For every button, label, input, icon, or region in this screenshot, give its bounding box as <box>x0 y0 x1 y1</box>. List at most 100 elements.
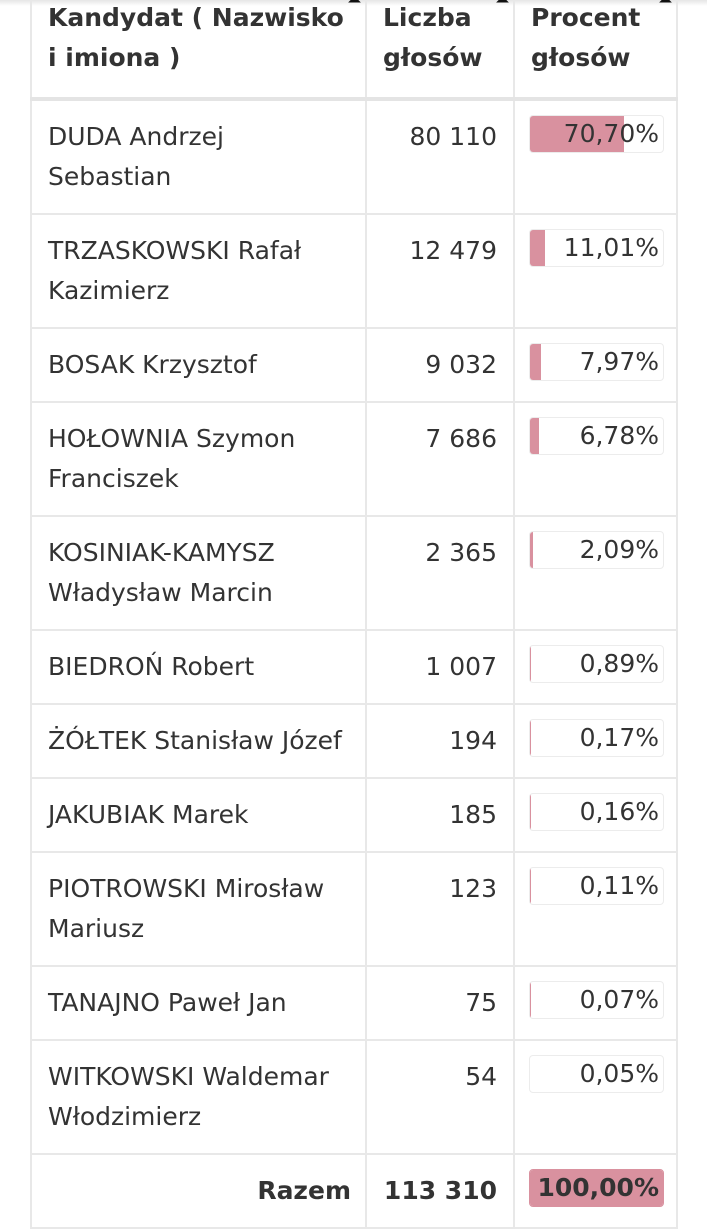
percent-value: 0,05% <box>580 1055 659 1093</box>
header-percent[interactable]: Procent głosów <box>514 0 677 99</box>
votes-cell: 1 007 <box>366 630 514 704</box>
votes-cell: 185 <box>366 778 514 852</box>
votes-cell: 9 032 <box>366 328 514 402</box>
percent-bar: 11,01% <box>529 229 664 267</box>
header-row: Kandydat ( Nazwisko i imiona ) Liczba gł… <box>31 0 677 99</box>
percent-bar: 70,70% <box>529 115 664 153</box>
candidate-cell: KOSINIAK-KAMYSZ Władysław Marcin <box>31 516 366 630</box>
votes-cell: 80 110 <box>366 99 514 214</box>
table-row: PIOTROWSKI Mirosław Mariusz 123 0,11% <box>31 852 677 966</box>
percent-bar: 0,16% <box>529 793 664 831</box>
votes-value: 12 479 <box>410 236 497 265</box>
votes-cell: 113 310 <box>366 1154 514 1228</box>
votes-value: 80 110 <box>410 122 497 151</box>
header-candidate-label: Kandydat ( Nazwisko i imiona ) <box>48 3 344 72</box>
percent-cell: 2,09% <box>514 516 677 630</box>
table-row: JAKUBIAK Marek 185 0,16% <box>31 778 677 852</box>
votes-value: 75 <box>465 988 497 1017</box>
candidate-name: Razem <box>257 1176 351 1205</box>
votes-value: 9 032 <box>425 350 497 379</box>
results-table: Kandydat ( Nazwisko i imiona ) Liczba gł… <box>30 0 678 1229</box>
percent-bar: 7,97% <box>529 343 664 381</box>
votes-value: 113 310 <box>384 1176 497 1205</box>
percent-value: 70,70% <box>564 115 659 153</box>
votes-cell: 12 479 <box>366 214 514 328</box>
candidate-cell: DUDA Andrzej Sebastian <box>31 99 366 214</box>
percent-bar-fill <box>530 532 533 568</box>
header-votes[interactable]: Liczba głosów <box>366 0 514 99</box>
percent-bar-fill <box>530 230 545 266</box>
sort-icon <box>496 0 509 9</box>
candidate-name: HOŁOWNIA Szymon Franciszek <box>48 424 295 493</box>
candidate-name: PIOTROWSKI Mirosław Mariusz <box>48 874 324 943</box>
percent-bar: 100,00% <box>529 1169 664 1207</box>
candidate-cell: JAKUBIAK Marek <box>31 778 366 852</box>
candidate-name: TANAJNO Paweł Jan <box>48 988 287 1017</box>
votes-value: 54 <box>465 1062 497 1091</box>
percent-cell: 6,78% <box>514 402 677 516</box>
votes-value: 123 <box>449 874 497 903</box>
candidate-name: KOSINIAK-KAMYSZ Władysław Marcin <box>48 538 275 607</box>
percent-value: 2,09% <box>580 531 659 569</box>
candidate-cell: PIOTROWSKI Mirosław Mariusz <box>31 852 366 966</box>
percent-cell: 7,97% <box>514 328 677 402</box>
percent-value: 0,89% <box>580 645 659 683</box>
percent-cell: 100,00% <box>514 1154 677 1228</box>
votes-cell: 75 <box>366 966 514 1040</box>
table-row: KOSINIAK-KAMYSZ Władysław Marcin 2 365 2,0… <box>31 516 677 630</box>
percent-bar: 2,09% <box>529 531 664 569</box>
percent-cell: 11,01% <box>514 214 677 328</box>
table-row: BOSAK Krzysztof 9 032 7,97% <box>31 328 677 402</box>
percent-bar-fill <box>530 646 531 682</box>
percent-bar: 0,17% <box>529 719 664 757</box>
candidate-name: DUDA Andrzej Sebastian <box>48 122 224 191</box>
votes-value: 2 365 <box>425 538 497 567</box>
table-row: DUDA Andrzej Sebastian 80 110 70,70% <box>31 99 677 214</box>
percent-cell: 0,89% <box>514 630 677 704</box>
sort-icon <box>659 0 672 9</box>
percent-bar: 0,89% <box>529 645 664 683</box>
votes-cell: 2 365 <box>366 516 514 630</box>
candidate-cell: WITKOWSKI Waldemar Włodzimierz <box>31 1040 366 1154</box>
votes-cell: 194 <box>366 704 514 778</box>
header-percent-label: Procent głosów <box>531 3 640 72</box>
percent-bar: 0,11% <box>529 867 664 905</box>
table-row: HOŁOWNIA Szymon Franciszek 7 686 6,78% <box>31 402 677 516</box>
candidate-cell: TRZASKOWSKI Rafał Kazimierz <box>31 214 366 328</box>
percent-bar-fill <box>530 418 539 454</box>
sort-icon <box>348 0 361 9</box>
table-row: TRZASKOWSKI Rafał Kazimierz 12 479 11,01% <box>31 214 677 328</box>
percent-value: 0,11% <box>580 867 659 905</box>
header-votes-label: Liczba głosów <box>383 3 483 72</box>
percent-bar-fill <box>530 344 541 380</box>
total-row: Razem 113 310 100,00% <box>31 1154 677 1228</box>
candidate-name: TRZASKOWSKI Rafał Kazimierz <box>48 236 301 305</box>
percent-value: 0,16% <box>580 793 659 831</box>
percent-cell: 0,17% <box>514 704 677 778</box>
candidate-cell: TANAJNO Paweł Jan <box>31 966 366 1040</box>
votes-value: 7 686 <box>425 424 497 453</box>
votes-cell: 54 <box>366 1040 514 1154</box>
votes-value: 185 <box>449 800 497 829</box>
percent-value: 0,07% <box>580 981 659 1019</box>
candidate-cell: BIEDROŃ Robert <box>31 630 366 704</box>
table-row: WITKOWSKI Waldemar Włodzimierz 54 0,05% <box>31 1040 677 1154</box>
percent-value: 11,01% <box>564 229 659 267</box>
candidate-name: WITKOWSKI Waldemar Włodzimierz <box>48 1062 329 1131</box>
percent-value: 100,00% <box>537 1169 659 1207</box>
votes-cell: 7 686 <box>366 402 514 516</box>
candidate-name: BOSAK Krzysztof <box>48 350 257 379</box>
percent-bar: 0,07% <box>529 981 664 1019</box>
candidate-name: ŻÓŁTEK Stanisław Józef <box>48 726 342 755</box>
table-row: ŻÓŁTEK Stanisław Józef 194 0,17% <box>31 704 677 778</box>
votes-cell: 123 <box>366 852 514 966</box>
table-row: BIEDROŃ Robert 1 007 0,89% <box>31 630 677 704</box>
percent-value: 6,78% <box>580 417 659 455</box>
header-candidate[interactable]: Kandydat ( Nazwisko i imiona ) <box>31 0 366 99</box>
votes-value: 1 007 <box>425 652 497 681</box>
candidate-cell: ŻÓŁTEK Stanisław Józef <box>31 704 366 778</box>
candidate-name: BIEDROŃ Robert <box>48 652 254 681</box>
percent-bar: 0,05% <box>529 1055 664 1093</box>
candidate-cell: BOSAK Krzysztof <box>31 328 366 402</box>
candidate-name: JAKUBIAK Marek <box>48 800 249 829</box>
